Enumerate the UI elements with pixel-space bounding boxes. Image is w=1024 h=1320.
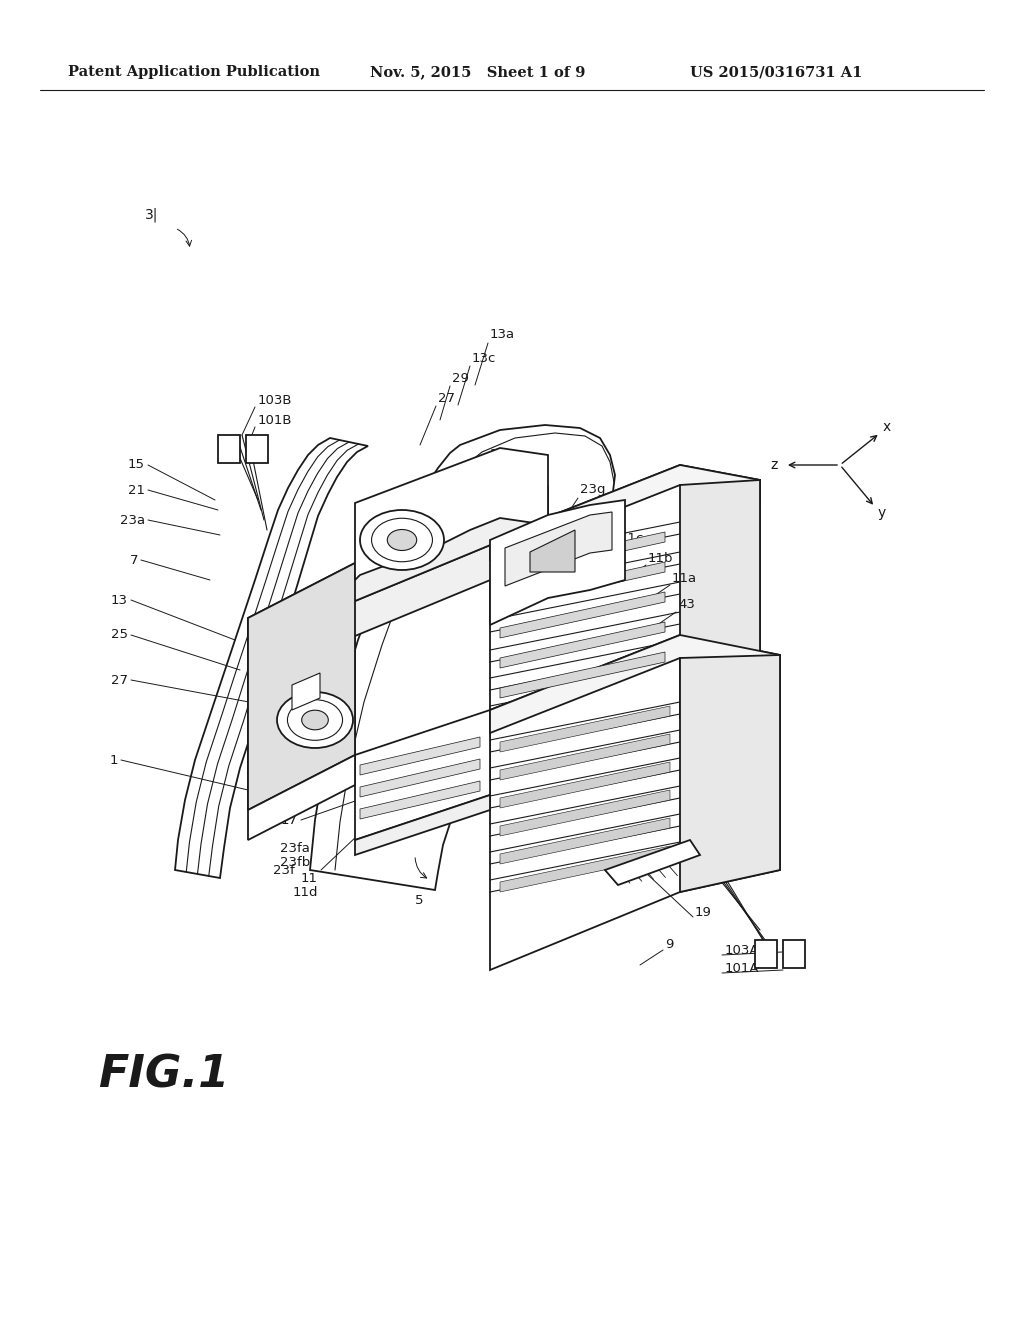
Ellipse shape [278,692,353,748]
Text: 23b: 23b [510,466,536,479]
Polygon shape [248,495,545,657]
Polygon shape [360,781,480,818]
Polygon shape [248,487,548,656]
Text: 11a: 11a [672,572,697,585]
Text: 23: 23 [490,449,507,462]
Polygon shape [500,562,665,609]
Polygon shape [310,425,615,890]
Polygon shape [680,655,780,892]
Text: 7: 7 [129,553,138,566]
Ellipse shape [372,519,432,562]
Polygon shape [490,500,625,624]
Polygon shape [500,762,670,808]
Polygon shape [360,737,480,775]
Text: 17: 17 [281,813,298,826]
Polygon shape [490,465,760,795]
Text: 3|: 3| [145,207,159,222]
Text: 23g: 23g [580,483,605,496]
Polygon shape [500,652,665,698]
Text: 21: 21 [128,483,145,496]
Text: 11c: 11c [620,532,644,544]
Polygon shape [500,706,670,752]
Polygon shape [490,635,780,970]
Bar [218,436,240,463]
Text: 11: 11 [301,871,318,884]
Polygon shape [248,636,355,810]
Text: 5: 5 [415,894,424,907]
Text: 27: 27 [111,673,128,686]
Polygon shape [530,531,575,572]
Text: 13c: 13c [472,351,497,364]
Text: 11d: 11d [293,886,318,899]
Text: 29: 29 [452,371,469,384]
Polygon shape [500,734,670,780]
Text: 19: 19 [695,906,712,919]
Polygon shape [355,710,490,840]
Polygon shape [605,840,700,884]
Text: 43: 43 [678,598,695,611]
Text: FIG.1: FIG.1 [98,1053,229,1097]
Polygon shape [292,673,319,710]
Polygon shape [500,789,670,836]
Text: 27: 27 [438,392,455,404]
Text: 103B: 103B [258,393,293,407]
Polygon shape [248,755,355,840]
Polygon shape [175,438,368,878]
Polygon shape [490,465,760,560]
Text: 13: 13 [111,594,128,606]
Polygon shape [360,759,480,797]
Text: 103A: 103A [725,944,760,957]
Polygon shape [680,480,760,718]
Text: 101B: 101B [258,413,293,426]
Polygon shape [505,512,612,586]
Text: z: z [771,458,778,473]
Text: x: x [883,420,891,434]
Text: 23f: 23f [273,863,295,876]
Text: 11b: 11b [648,552,674,565]
Bar [755,940,777,968]
Text: Nov. 5, 2015   Sheet 1 of 9: Nov. 5, 2015 Sheet 1 of 9 [370,65,586,79]
Polygon shape [500,532,665,578]
Text: 23a: 23a [120,513,145,527]
Text: 1: 1 [110,754,118,767]
Polygon shape [500,591,665,638]
Polygon shape [500,622,665,668]
Ellipse shape [302,710,329,730]
Bar [246,436,268,463]
Text: US 2015/0316731 A1: US 2015/0316731 A1 [690,65,862,79]
Ellipse shape [360,510,444,570]
Text: 23fb: 23fb [280,855,310,869]
Polygon shape [248,525,548,692]
Text: 25: 25 [111,628,128,642]
Polygon shape [500,818,670,865]
Ellipse shape [288,700,343,741]
Ellipse shape [387,529,417,550]
Polygon shape [248,564,355,810]
Text: y: y [878,506,886,520]
Text: 9: 9 [665,939,674,952]
Bar [783,940,805,968]
Text: 101A: 101A [725,961,760,974]
Text: 23fa: 23fa [281,842,310,854]
Polygon shape [490,635,780,733]
Polygon shape [500,846,670,892]
Text: Patent Application Publication: Patent Application Publication [68,65,319,79]
Polygon shape [355,447,548,579]
Text: 15: 15 [128,458,145,471]
Text: 13a: 13a [490,329,515,342]
Polygon shape [355,795,490,855]
